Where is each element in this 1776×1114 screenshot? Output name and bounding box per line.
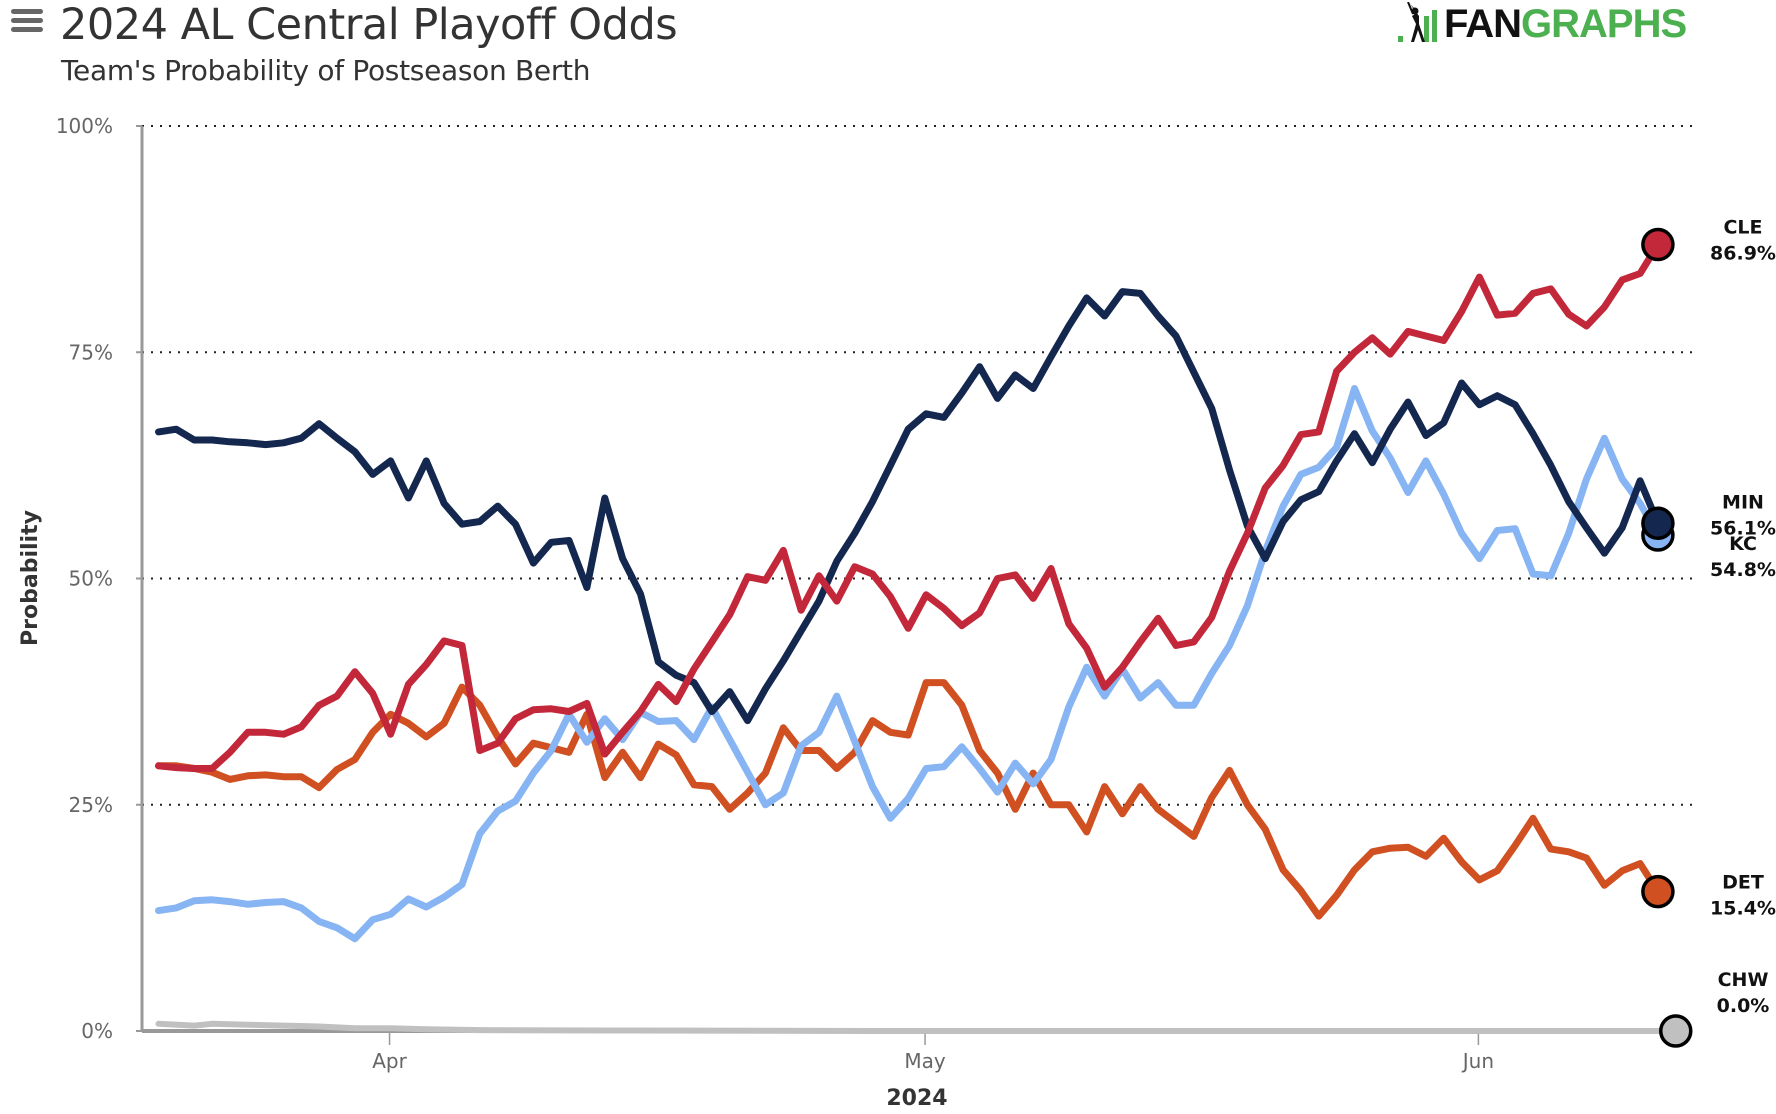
x-tick-label: May [904, 1049, 946, 1073]
series-end-markers: CHW 0.0% DET 15.4% KC 54.8% MIN 56.1% CLE 86.9% [1641, 217, 1776, 1048]
series-line-det[interactable] [155, 679, 1662, 920]
y-tick-label: 0% [81, 1019, 113, 1043]
end-marker-det[interactable] [1641, 874, 1675, 909]
series-line-cle[interactable] [155, 241, 1662, 772]
menu-bar [11, 18, 43, 23]
series-lines [155, 241, 1679, 1034]
series-line-min[interactable] [155, 288, 1662, 725]
end-marker-min[interactable] [1641, 506, 1675, 541]
end-label-team: KC [1729, 533, 1757, 555]
end-label-value: 86.9% [1710, 243, 1776, 265]
y-axis-title: Probability [18, 510, 43, 646]
logo-text-graphs: GRAPHS [1521, 2, 1687, 46]
x-tick-label: Jun [1461, 1049, 1494, 1073]
hamburger-menu-icon[interactable] [11, 9, 43, 33]
end-label-team: CHW [1718, 969, 1769, 991]
gridlines [142, 125, 1692, 806]
chart-subtitle: Team's Probability of Postseason Berth [61, 54, 591, 87]
chart-title: 2024 AL Central Playoff Odds [60, 0, 678, 50]
end-label-value: 56.1% [1710, 517, 1776, 539]
end-label-value: 15.4% [1710, 898, 1776, 920]
x-axis-title: 2024 [886, 1086, 947, 1111]
series-line-chw[interactable] [155, 1020, 1679, 1034]
y-tick-label: 75% [69, 340, 113, 364]
fangraphs-logo[interactable]: FAN GRAPHS [1398, 2, 1687, 46]
end-label-team: DET [1722, 872, 1764, 894]
menu-bar [11, 9, 43, 14]
end-label-team: MIN [1722, 491, 1764, 513]
x-axis-ticks: Apr May Jun [372, 1031, 1494, 1073]
end-marker-cle[interactable] [1641, 227, 1675, 262]
x-tick-label: Apr [372, 1049, 407, 1073]
end-marker-chw[interactable] [1659, 1014, 1693, 1048]
menu-bar [11, 27, 43, 32]
y-tick-label: 25% [69, 793, 113, 817]
logo-text-fan: FAN [1444, 2, 1522, 46]
batter-bars-icon [1398, 2, 1437, 42]
end-label-team: CLE [1723, 217, 1762, 239]
y-tick-label: 50% [69, 567, 113, 591]
end-label-value: 54.8% [1710, 559, 1776, 581]
end-label-value: 0.0% [1717, 995, 1770, 1017]
y-axis-ticks: 0% 25% 50% 75% 100% [56, 114, 142, 1043]
series-line-kc[interactable] [155, 385, 1662, 943]
y-tick-label: 100% [56, 114, 113, 138]
